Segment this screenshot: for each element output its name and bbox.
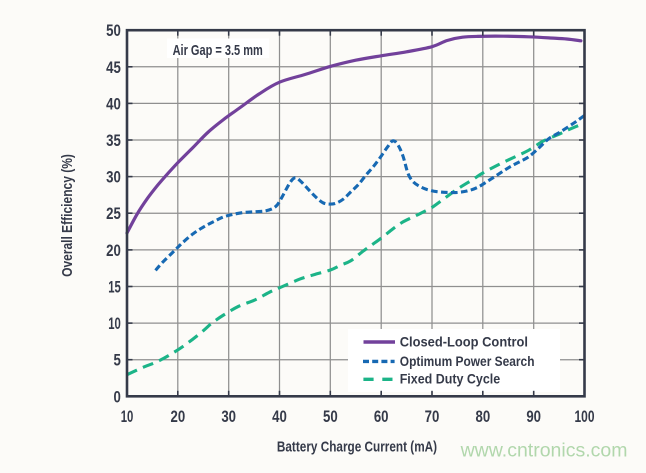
svg-text:30: 30 [221,408,236,426]
svg-text:Air Gap = 3.5 mm: Air Gap = 3.5 mm [173,42,263,59]
svg-text:0: 0 [113,388,120,406]
svg-text:Overall Efficiency (%): Overall Efficiency (%) [59,154,76,277]
svg-text:25: 25 [106,205,121,223]
svg-text:5: 5 [113,352,120,370]
svg-text:45: 45 [106,59,121,77]
svg-text:50: 50 [106,22,121,40]
svg-text:50: 50 [323,408,338,426]
svg-text:20: 20 [106,242,121,260]
svg-text:30: 30 [106,169,121,187]
svg-text:Closed-Loop Control: Closed-Loop Control [400,334,528,349]
svg-text:40: 40 [272,408,287,426]
svg-text:10: 10 [121,408,134,426]
svg-text:Fixed Duty Cycle: Fixed Duty Cycle [400,372,501,387]
svg-text:35: 35 [106,132,121,150]
svg-text:90: 90 [526,408,541,426]
svg-text:70: 70 [425,408,440,426]
svg-text:Optimum Power Search: Optimum Power Search [400,354,535,369]
svg-text:10: 10 [108,315,121,333]
svg-text:15: 15 [108,278,121,296]
svg-text:20: 20 [170,408,185,426]
svg-text:60: 60 [374,408,389,426]
svg-text:www.cntronics.com: www.cntronics.com [460,440,628,462]
svg-text:100: 100 [575,408,595,426]
svg-text:80: 80 [475,408,490,426]
svg-text:40: 40 [106,95,121,113]
svg-text:Battery Charge Current (mA): Battery Charge Current (mA) [277,439,437,456]
